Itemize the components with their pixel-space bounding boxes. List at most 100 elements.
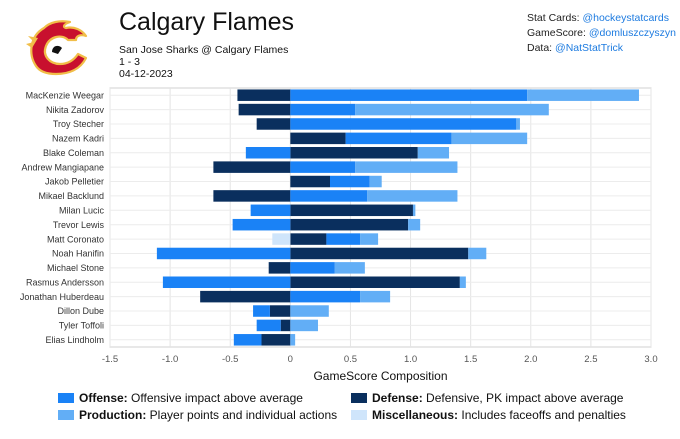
offense-bar	[256, 319, 281, 332]
offense-bar	[253, 305, 270, 317]
production-bar	[451, 132, 528, 145]
production-bar	[468, 247, 487, 260]
player-label: Nazem Kadri	[52, 134, 104, 144]
defense-bar	[290, 233, 327, 245]
production-bar	[516, 118, 520, 130]
production-bar	[334, 262, 365, 274]
x-tick-label: 1.5	[464, 354, 477, 365]
offense-bar	[290, 89, 528, 101]
player-label: Nikita Zadorov	[46, 105, 105, 115]
defense-bar	[261, 334, 291, 346]
calgary-flames-logo	[26, 20, 88, 76]
legend-desc: Defensive, PK impact above average	[426, 391, 624, 405]
defense-bar	[280, 319, 291, 332]
player-label: Mikael Backlund	[38, 191, 104, 201]
defense-bar	[290, 218, 409, 231]
legend-offense: Offense: Offensive impact above average	[58, 391, 303, 405]
player-label: Matt Coronato	[47, 234, 104, 244]
offense-bar	[345, 132, 452, 145]
x-tick-label: -1.0	[162, 354, 178, 365]
offense-bar	[290, 118, 517, 130]
player-label: Tyler Toffoli	[59, 321, 104, 331]
offense-bar	[330, 175, 370, 188]
player-label: Andrew Mangiapane	[21, 162, 104, 172]
player-label: Jakob Pelletier	[45, 177, 104, 187]
player-label: Michael Stone	[47, 263, 104, 273]
offense-bar	[245, 147, 291, 159]
legend-desc: Offensive impact above average	[131, 391, 303, 405]
offense-bar	[162, 276, 291, 288]
x-tick-label: 3.0	[644, 354, 657, 365]
defense-bar	[290, 147, 418, 159]
credit-gamescore: GameScore: @domluszczyszyn	[527, 27, 676, 39]
player-label: Rasmus Andersson	[26, 277, 104, 287]
offense-bar	[156, 247, 291, 260]
x-tick-label: 0.5	[344, 354, 357, 365]
x-tick-label: 0	[288, 354, 293, 365]
matchup: San Jose Sharks @ Calgary Flames	[119, 44, 289, 56]
credit-link[interactable]: @hockeystatcards	[582, 12, 669, 24]
defense-bar	[290, 132, 346, 145]
offense-bar	[290, 103, 356, 116]
defense-bar	[213, 161, 291, 173]
score: 1 - 3	[119, 56, 141, 68]
defense-bar	[256, 118, 291, 130]
production-bar	[527, 89, 639, 101]
x-tick-label: 2.0	[524, 354, 537, 365]
defense-bar	[290, 276, 460, 288]
credit-label: Data:	[527, 42, 553, 54]
credit-data: Data: @NatStatTrick	[527, 42, 623, 54]
defense-swatch	[351, 393, 367, 403]
x-tick-label: 2.5	[584, 354, 597, 365]
defense-bar	[269, 305, 291, 317]
production-bar	[360, 290, 391, 303]
defense-bar	[290, 175, 331, 188]
production-bar	[290, 319, 318, 332]
production-bar	[408, 218, 421, 231]
player-label: Blake Coleman	[43, 148, 104, 158]
offense-bar	[326, 233, 361, 245]
offense-bar	[250, 204, 291, 217]
offense-bar	[233, 334, 262, 346]
defense-bar	[200, 290, 291, 303]
offense-bar	[290, 290, 361, 303]
offense-bar	[290, 262, 335, 274]
defense-bar	[268, 262, 291, 274]
legend-desc: Includes faceoffs and penalties	[461, 408, 626, 422]
credit-label: Stat Cards:	[527, 12, 580, 24]
x-axis-title: GameScore Composition	[313, 369, 447, 383]
misc-swatch	[351, 410, 367, 420]
offense-bar	[290, 161, 356, 173]
offense-swatch	[58, 393, 74, 403]
production-bar	[290, 334, 296, 346]
production-bar	[360, 233, 379, 245]
defense-bar	[290, 247, 469, 260]
production-swatch	[58, 410, 74, 420]
player-label: Dillon Dube	[57, 306, 104, 316]
production-bar	[417, 147, 450, 159]
legend-defense: Defense: Defensive, PK impact above aver…	[351, 391, 623, 405]
production-bar	[459, 276, 466, 288]
player-label: Trevor Lewis	[53, 220, 105, 230]
legend-title: Miscellaneous:	[372, 408, 459, 422]
defense-bar	[213, 190, 291, 202]
player-label: Noah Hanifin	[52, 249, 104, 259]
player-label: Milan Lucic	[59, 206, 105, 216]
credit-link[interactable]: @NatStatTrick	[555, 42, 624, 54]
legend-desc: Player points and individual actions	[149, 408, 338, 422]
legend-misc: Miscellaneous: Includes faceoffs and pen…	[351, 408, 626, 422]
defense-bar	[237, 89, 291, 101]
legend-title: Production:	[79, 408, 147, 422]
player-label: MacKenzie Weegar	[26, 90, 104, 100]
offense-bar	[232, 218, 291, 231]
game-date: 04-12-2023	[119, 68, 173, 80]
production-bar	[412, 204, 416, 217]
production-bar	[290, 305, 329, 317]
player-label: Elias Lindholm	[45, 335, 104, 345]
legend-production: Production: Player points and individual…	[58, 408, 337, 422]
production-bar	[355, 161, 458, 173]
credit-link[interactable]: @domluszczyszyn	[588, 27, 676, 39]
x-tick-label: -1.5	[102, 354, 118, 365]
offense-bar	[290, 190, 368, 202]
